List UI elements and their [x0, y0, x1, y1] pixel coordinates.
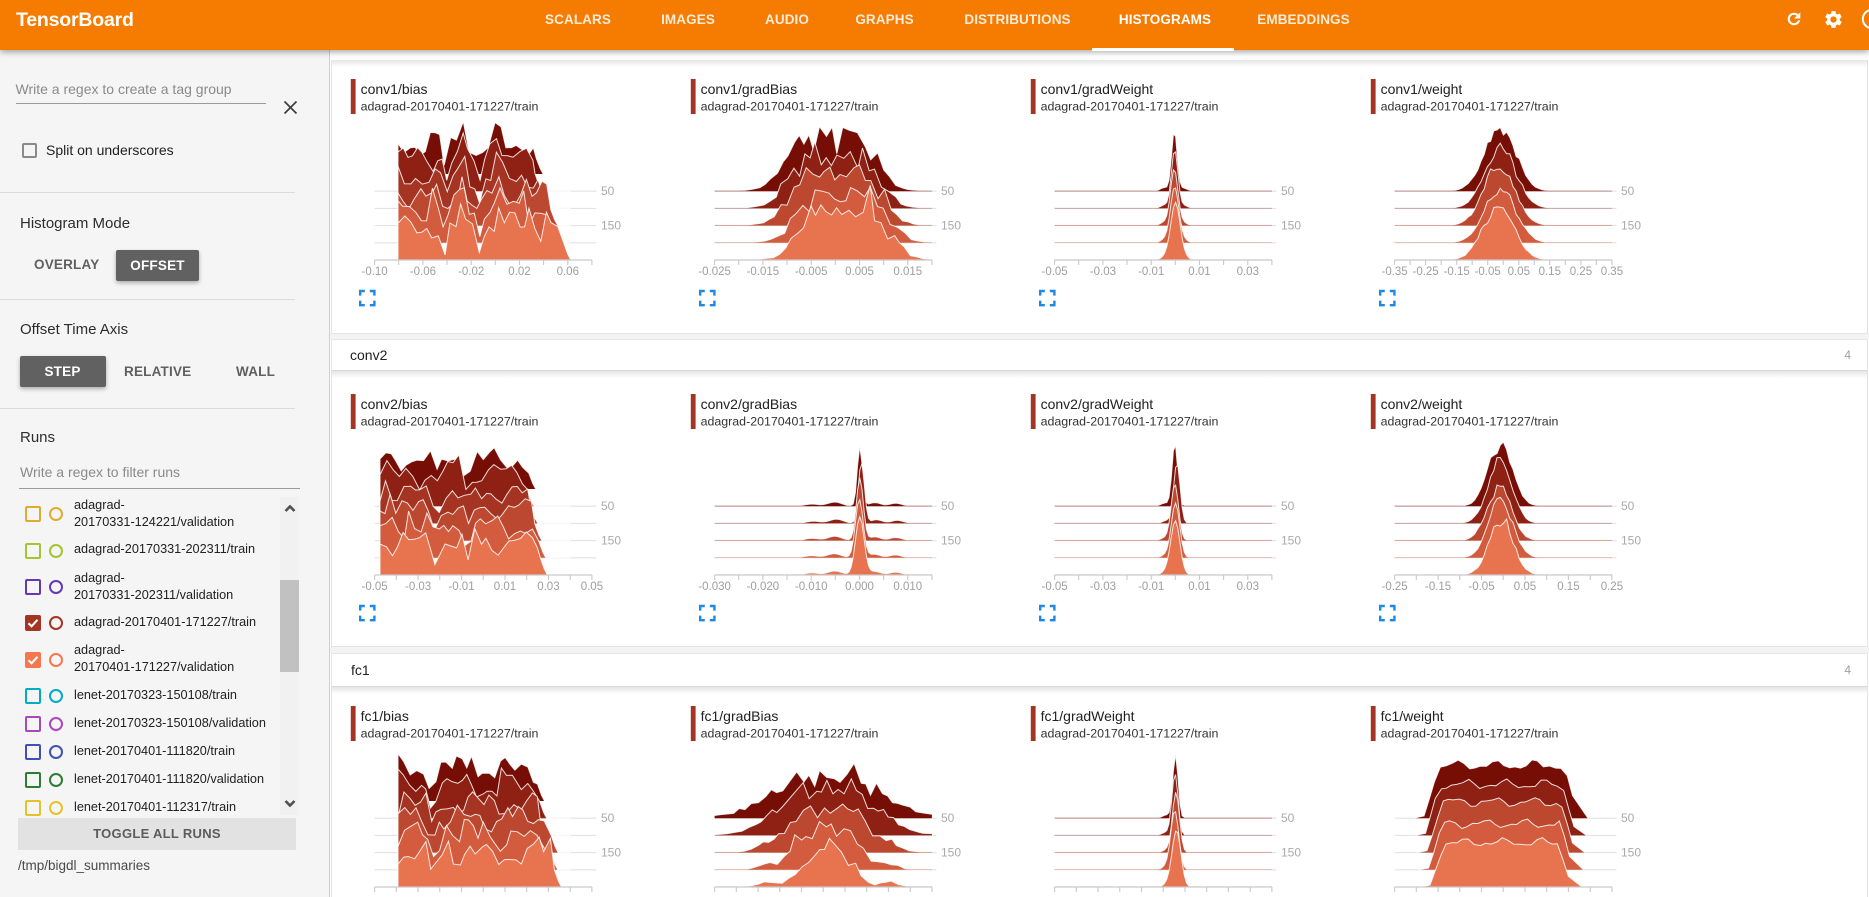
svg-text:0.03: 0.03	[1237, 581, 1259, 593]
svg-text:50: 50	[1281, 811, 1295, 825]
svg-text:0.25: 0.25	[1601, 581, 1623, 593]
svg-text:50: 50	[1621, 811, 1635, 825]
svg-text:150: 150	[941, 845, 961, 859]
svg-text:-0.02: -0.02	[458, 266, 484, 278]
svg-text:adagrad-20170401-171227/train: adagrad-20170401-171227/train	[701, 726, 879, 740]
svg-text:150: 150	[1281, 219, 1301, 233]
svg-text:-0.020: -0.020	[747, 581, 780, 593]
svg-text:-0.15: -0.15	[1444, 266, 1470, 278]
svg-text:-0.25: -0.25	[1381, 581, 1407, 593]
svg-text:150: 150	[1621, 845, 1641, 859]
svg-text:0.25: 0.25	[1570, 266, 1592, 278]
svg-text:50: 50	[1621, 184, 1635, 198]
svg-text:-0.05: -0.05	[361, 581, 387, 593]
svg-text:adagrad-20170401-171227/train: adagrad-20170401-171227/train	[701, 100, 879, 114]
svg-text:150: 150	[941, 219, 961, 233]
svg-text:0.005: 0.005	[845, 266, 874, 278]
svg-text:50: 50	[601, 499, 615, 513]
svg-text:fc1/weight: fc1/weight	[1381, 708, 1444, 724]
svg-text:-0.01: -0.01	[1138, 266, 1164, 278]
svg-text:0.05: 0.05	[1508, 266, 1530, 278]
svg-text:0.01: 0.01	[1188, 266, 1210, 278]
svg-text:conv1/gradWeight: conv1/gradWeight	[1041, 81, 1154, 97]
svg-text:50: 50	[941, 499, 955, 513]
svg-text:50: 50	[941, 811, 955, 825]
svg-text:0.15: 0.15	[1539, 266, 1561, 278]
svg-text:0.02: 0.02	[508, 266, 530, 278]
svg-text:0.03: 0.03	[537, 581, 559, 593]
svg-text:adagrad-20170401-171227/train: adagrad-20170401-171227/train	[361, 726, 539, 740]
svg-text:-0.06: -0.06	[410, 266, 436, 278]
svg-text:-0.05: -0.05	[1468, 581, 1494, 593]
svg-text:adagrad-20170401-171227/train: adagrad-20170401-171227/train	[361, 414, 539, 428]
svg-text:-0.03: -0.03	[1090, 581, 1116, 593]
svg-text:150: 150	[1621, 533, 1641, 547]
svg-text:150: 150	[1281, 533, 1301, 547]
svg-text:fc1/gradBias: fc1/gradBias	[701, 708, 779, 724]
svg-text:-0.05: -0.05	[1041, 266, 1067, 278]
svg-text:-0.35: -0.35	[1381, 266, 1407, 278]
svg-text:conv1/gradBias: conv1/gradBias	[701, 81, 798, 97]
svg-text:0.000: 0.000	[845, 581, 874, 593]
svg-text:-0.01: -0.01	[1138, 581, 1164, 593]
svg-text:50: 50	[1281, 499, 1295, 513]
svg-text:50: 50	[601, 184, 615, 198]
svg-text:-0.05: -0.05	[1475, 266, 1501, 278]
svg-text:-0.010: -0.010	[795, 581, 828, 593]
svg-text:conv1/weight: conv1/weight	[1381, 81, 1463, 97]
svg-text:-0.10: -0.10	[361, 266, 387, 278]
svg-text:-0.030: -0.030	[698, 581, 731, 593]
svg-text:50: 50	[601, 811, 615, 825]
svg-text:-0.15: -0.15	[1425, 581, 1451, 593]
svg-text:0.010: 0.010	[893, 581, 922, 593]
svg-text:adagrad-20170401-171227/train: adagrad-20170401-171227/train	[701, 414, 879, 428]
svg-text:-0.01: -0.01	[448, 581, 474, 593]
svg-text:0.01: 0.01	[1188, 581, 1210, 593]
svg-text:conv2/gradBias: conv2/gradBias	[701, 396, 798, 412]
svg-text:conv2/weight: conv2/weight	[1381, 396, 1463, 412]
svg-text:50: 50	[941, 184, 955, 198]
svg-text:adagrad-20170401-171227/train: adagrad-20170401-171227/train	[1041, 414, 1219, 428]
svg-text:150: 150	[1621, 219, 1641, 233]
svg-text:0.35: 0.35	[1601, 266, 1623, 278]
svg-text:0.015: 0.015	[893, 266, 922, 278]
svg-text:-0.03: -0.03	[405, 581, 431, 593]
svg-text:50: 50	[1621, 499, 1635, 513]
svg-text:0.15: 0.15	[1557, 581, 1579, 593]
svg-text:150: 150	[601, 219, 621, 233]
svg-text:50: 50	[1281, 184, 1295, 198]
svg-text:-0.005: -0.005	[795, 266, 828, 278]
svg-text:0.05: 0.05	[581, 581, 603, 593]
svg-text:-0.015: -0.015	[747, 266, 780, 278]
svg-text:adagrad-20170401-171227/train: adagrad-20170401-171227/train	[1381, 414, 1559, 428]
svg-text:fc1/bias: fc1/bias	[361, 708, 409, 724]
svg-text:adagrad-20170401-171227/train: adagrad-20170401-171227/train	[361, 100, 539, 114]
svg-text:-0.03: -0.03	[1090, 266, 1116, 278]
svg-text:adagrad-20170401-171227/train: adagrad-20170401-171227/train	[1041, 100, 1219, 114]
svg-text:adagrad-20170401-171227/train: adagrad-20170401-171227/train	[1381, 726, 1559, 740]
svg-text:150: 150	[601, 845, 621, 859]
svg-text:-0.25: -0.25	[1412, 266, 1438, 278]
svg-text:0.03: 0.03	[1237, 266, 1259, 278]
svg-text:adagrad-20170401-171227/train: adagrad-20170401-171227/train	[1381, 100, 1559, 114]
svg-text:0.06: 0.06	[557, 266, 579, 278]
svg-text:150: 150	[941, 533, 961, 547]
svg-text:conv2/gradWeight: conv2/gradWeight	[1041, 396, 1154, 412]
svg-text:-0.025: -0.025	[698, 266, 731, 278]
svg-text:adagrad-20170401-171227/train: adagrad-20170401-171227/train	[1041, 726, 1219, 740]
svg-text:0.01: 0.01	[494, 581, 516, 593]
svg-text:conv2/bias: conv2/bias	[361, 396, 428, 412]
svg-text:150: 150	[1281, 845, 1301, 859]
svg-text:conv1/bias: conv1/bias	[361, 81, 428, 97]
svg-text:0.05: 0.05	[1514, 581, 1536, 593]
svg-text:-0.05: -0.05	[1041, 581, 1067, 593]
svg-text:fc1/gradWeight: fc1/gradWeight	[1041, 708, 1135, 724]
svg-text:150: 150	[601, 533, 621, 547]
